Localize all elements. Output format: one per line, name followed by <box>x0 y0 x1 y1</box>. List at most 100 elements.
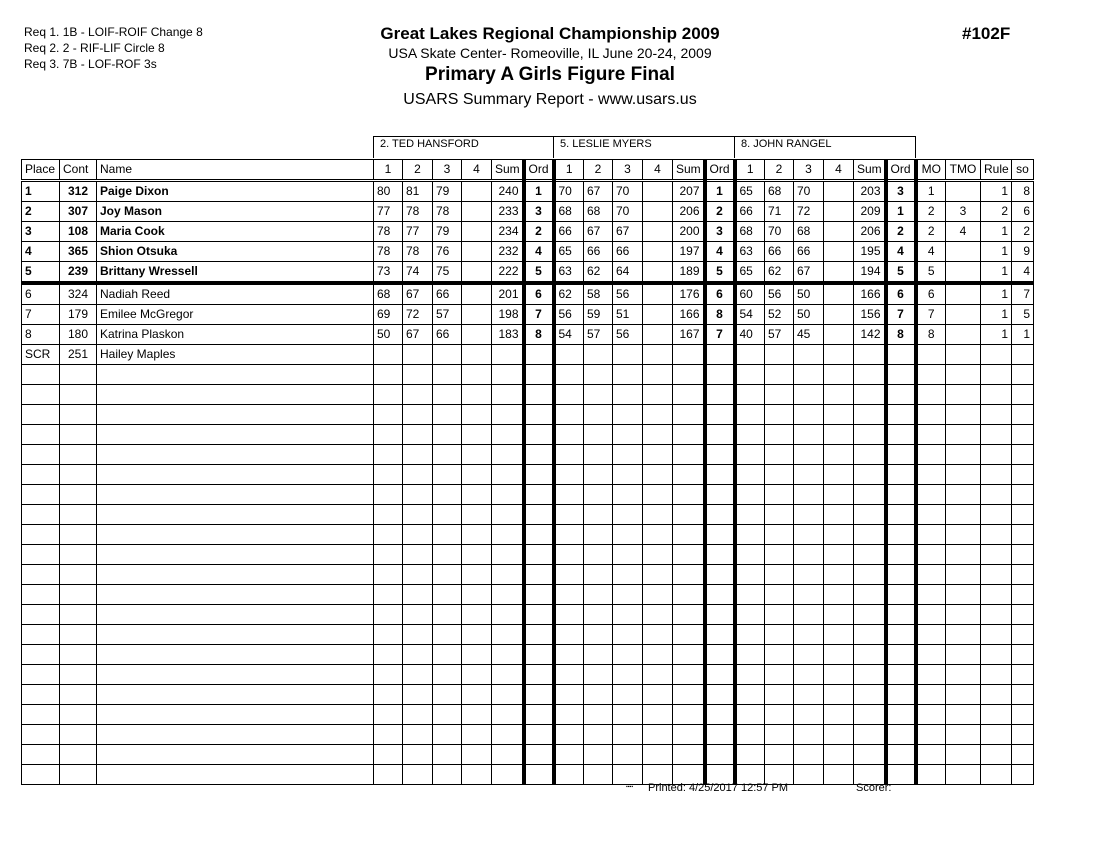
judge-1-score-3: 79 <box>432 221 462 242</box>
judge-1-score-3 <box>432 624 462 645</box>
judge-2-score-3 <box>612 484 643 505</box>
judge-1-score-3 <box>432 644 462 665</box>
judge-1-sum: 232 <box>491 241 524 262</box>
judge-1-col-header: 4 <box>461 159 492 182</box>
judge-3-ordinal <box>883 404 916 425</box>
mo-cell <box>913 744 946 765</box>
judge-2-score-4 <box>642 664 673 685</box>
judge-1-col-header: 2 <box>402 159 433 182</box>
so-cell <box>1011 384 1034 405</box>
judge-3-score-3 <box>793 344 824 365</box>
judge-2-score-3 <box>612 724 643 745</box>
judge-2-score-2 <box>583 424 613 445</box>
judge-1-score-4 <box>461 180 492 202</box>
judge-2-score-3 <box>612 384 643 405</box>
judge-1-col-header: Ord <box>521 159 554 182</box>
tmo-cell <box>945 241 981 262</box>
empty-row <box>21 524 1034 545</box>
judge-3-score-1 <box>732 344 765 365</box>
judge-1-score-1 <box>373 404 403 425</box>
empty-row <box>21 704 1034 725</box>
tmo-cell <box>945 684 981 705</box>
judge-2-score-2: 66 <box>583 241 613 262</box>
place-cell: 6 <box>21 282 60 305</box>
place-cell <box>21 384 60 405</box>
judge-3-score-1: 54 <box>732 304 765 325</box>
judge-1-col-header: 1 <box>373 159 403 182</box>
judge-1-ordinal <box>521 484 554 505</box>
small-mark: ▪▪▪▪ <box>626 784 634 790</box>
name-cell <box>96 464 374 485</box>
judge-3-score-4 <box>823 684 854 705</box>
place-cell: 3 <box>21 221 60 242</box>
judge-3-score-3 <box>793 444 824 465</box>
judge-2-score-4 <box>642 344 673 365</box>
judge-2-col-header: 1 <box>551 159 584 182</box>
judge-2-score-3 <box>612 424 643 445</box>
cont-cell <box>59 544 97 565</box>
judge-3-ordinal <box>883 424 916 445</box>
judge-1-score-4 <box>461 624 492 645</box>
judge-3-score-1 <box>732 644 765 665</box>
result-row: 7 179 Emilee McGregor 69 72 57 198 7 56 59 51 166 8 5… <box>21 304 1034 325</box>
judge-3-sum <box>853 644 886 665</box>
mo-cell: 6 <box>913 282 946 305</box>
judge-3-score-1: 66 <box>732 201 765 222</box>
judge-3-sum <box>853 544 886 565</box>
judge-2-sum <box>672 624 705 645</box>
judge-1-ordinal <box>521 424 554 445</box>
judge-3-score-4 <box>823 604 854 625</box>
rule-cell <box>980 564 1012 585</box>
judge-2-score-4 <box>642 444 673 465</box>
judge-2-score-3 <box>612 664 643 685</box>
judge-2-score-4 <box>642 282 673 305</box>
name-cell <box>96 684 374 705</box>
report-title: Great Lakes Regional Championship 2009 <box>380 24 720 43</box>
judge-1-sum: 183 <box>491 324 524 345</box>
judge-2-score-4 <box>642 484 673 505</box>
judge-3-ordinal <box>883 684 916 705</box>
header-row: Place Cont Name 1 2 3 4 Sum Ord 1 2 3 4 Sum Ord 1 2 3 4 Sum… <box>21 159 1034 182</box>
judge-3-score-2 <box>764 664 794 685</box>
mo-cell <box>913 564 946 585</box>
judge-3-ordinal <box>883 544 916 565</box>
results-table: Place Cont Name 1 2 3 4 Sum Ord 1 2 3 4 Sum Ord 1 2 3 4 Sum… <box>21 159 1034 785</box>
judge-2-score-4 <box>642 624 673 645</box>
judge-2-sum <box>672 464 705 485</box>
printed-timestamp: Printed: 4/25/2017 12:57 PM <box>648 782 789 794</box>
judge-2-score-3 <box>612 564 643 585</box>
judge-2-score-1: 63 <box>551 261 584 285</box>
judge-2-sum <box>672 544 705 565</box>
judge-2-score-2 <box>583 484 613 505</box>
judge-3-score-3 <box>793 544 824 565</box>
cont-cell: 307 <box>59 201 97 222</box>
cont-cell <box>59 604 97 625</box>
judge-header-2: 5. LESLIE MYERS <box>553 136 735 158</box>
judge-2-sum <box>672 344 705 365</box>
judge-1-score-1 <box>373 644 403 665</box>
judge-1-ordinal <box>521 584 554 605</box>
mo-cell <box>913 464 946 485</box>
rule-cell <box>980 684 1012 705</box>
mo-cell <box>913 724 946 745</box>
judge-1-sum <box>491 484 524 505</box>
judge-2-score-1 <box>551 764 584 785</box>
judge-1-score-2: 67 <box>402 324 433 345</box>
judge-3-score-2: 57 <box>764 324 794 345</box>
judge-2-score-2 <box>583 664 613 685</box>
judge-3-score-3: 72 <box>793 201 824 222</box>
judge-1-score-3 <box>432 604 462 625</box>
place-cell <box>21 444 60 465</box>
requirement-2: Req 2. 2 - RIF-LIF Circle 8 <box>24 41 165 55</box>
judge-2-sum <box>672 484 705 505</box>
judge-3-score-2 <box>764 404 794 425</box>
cont-cell <box>59 584 97 605</box>
judge-3-score-3: 70 <box>793 180 824 202</box>
judge-3-score-4 <box>823 764 854 785</box>
judge-1-ordinal: 2 <box>521 221 554 242</box>
judge-3-score-1 <box>732 504 765 525</box>
judge-1-score-3: 76 <box>432 241 462 262</box>
judge-1-score-3 <box>432 744 462 765</box>
judge-2-score-2 <box>583 764 613 785</box>
